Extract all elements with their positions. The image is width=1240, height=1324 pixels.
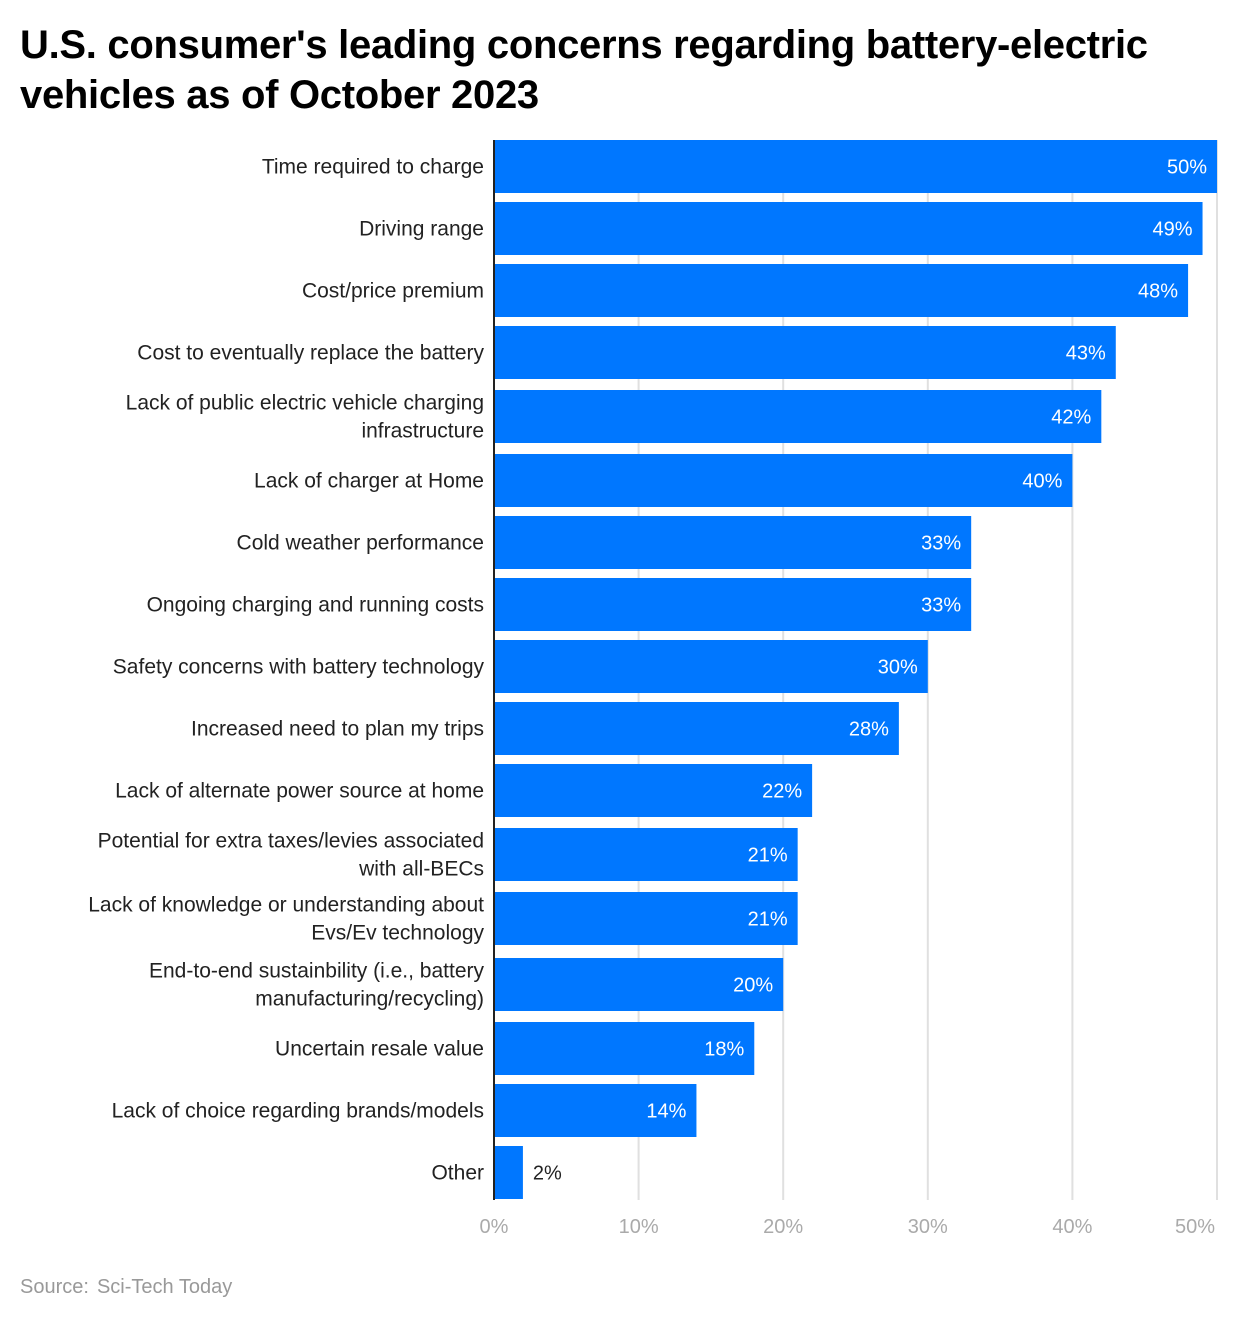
category-label: Cost/price premium — [302, 280, 484, 303]
data-label: 18% — [704, 1039, 744, 1061]
bar — [494, 202, 1203, 255]
category-label: Time required to charge — [262, 156, 484, 179]
category-label: Driving range — [359, 218, 484, 241]
category-label: Lack of charger at Home — [254, 470, 484, 493]
bar — [494, 390, 1102, 443]
category-label: Lack of public electric vehicle charging — [126, 392, 484, 415]
data-label: 28% — [849, 719, 889, 741]
source-label: Source: — [20, 1276, 89, 1298]
category-label: Potential for extra taxes/levies associa… — [98, 830, 484, 853]
x-tick-label: 40% — [1052, 1216, 1092, 1238]
data-label: 30% — [878, 657, 918, 679]
x-tick-label: 50% — [1175, 1216, 1215, 1238]
source-value: Sci-Tech Today — [96, 1276, 233, 1298]
bar — [494, 140, 1217, 193]
category-label: Lack of knowledge or understanding about — [88, 894, 484, 917]
bar — [494, 1022, 755, 1075]
data-label: 40% — [1022, 471, 1062, 493]
category-label: Uncertain resale value — [275, 1038, 484, 1061]
bar — [494, 1146, 523, 1199]
bar — [494, 828, 798, 881]
data-label: 50% — [1167, 157, 1207, 179]
chart-title: U.S. consumer's leading concerns regardi… — [20, 23, 1148, 117]
data-label: 22% — [762, 781, 802, 803]
category-label: manufacturing/recycling) — [255, 988, 484, 1011]
category-label: Evs/Ev technology — [311, 922, 484, 945]
data-label: 42% — [1051, 407, 1091, 429]
category-label: Increased need to plan my trips — [191, 718, 484, 741]
category-label: Lack of alternate power source at home — [115, 780, 484, 803]
x-tick-label: 0% — [480, 1216, 509, 1238]
x-tick-label: 20% — [763, 1216, 803, 1238]
category-label: infrastructure — [361, 420, 484, 443]
data-label: 33% — [921, 533, 961, 555]
x-tick-label: 30% — [908, 1216, 948, 1238]
data-label: 49% — [1153, 219, 1193, 241]
data-label: 2% — [533, 1163, 562, 1185]
x-tick-label: 10% — [619, 1216, 659, 1238]
data-label: 48% — [1138, 281, 1178, 303]
bar — [494, 264, 1189, 317]
category-label: Cold weather performance — [237, 532, 484, 555]
bar — [494, 578, 972, 631]
source-note: Source: Sci-Tech Today — [20, 1276, 240, 1299]
data-label: 21% — [748, 909, 788, 931]
category-label: End-to-end sustainbility (i.e., battery — [149, 960, 484, 983]
bar — [494, 764, 813, 817]
category-label: Lack of choice regarding brands/models — [112, 1100, 484, 1123]
category-label: with all-BECs — [358, 858, 484, 881]
category-label: Cost to eventually replace the battery — [137, 342, 484, 365]
category-label: Ongoing charging and running costs — [147, 594, 484, 617]
bar — [494, 958, 784, 1011]
category-label: Other — [431, 1162, 484, 1185]
data-label: 43% — [1066, 343, 1106, 365]
data-label: 21% — [748, 845, 788, 867]
bar — [494, 454, 1073, 507]
bar — [494, 640, 928, 693]
data-label: 14% — [646, 1101, 686, 1123]
bar — [494, 516, 972, 569]
bar — [494, 1084, 697, 1137]
bar — [494, 326, 1116, 379]
data-label: 33% — [921, 595, 961, 617]
category-label: Safety concerns with battery technology — [113, 656, 485, 679]
bar — [494, 892, 798, 945]
data-label: 20% — [733, 975, 773, 997]
bar — [494, 702, 899, 755]
